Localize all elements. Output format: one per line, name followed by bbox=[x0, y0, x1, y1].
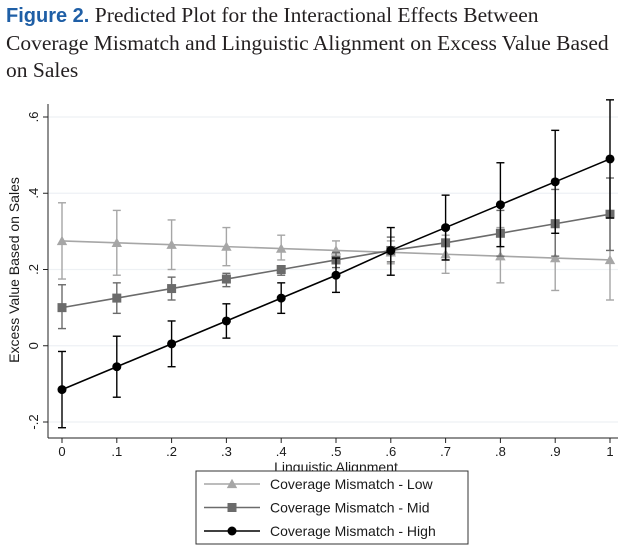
data-point bbox=[57, 303, 67, 313]
x-tick-label: .6 bbox=[385, 444, 396, 459]
data-point bbox=[57, 385, 67, 395]
legend-label: Coverage Mismatch - Mid bbox=[270, 500, 430, 516]
x-tick-label: 0 bbox=[58, 444, 65, 459]
y-tick-label: .2 bbox=[26, 264, 41, 275]
y-tick-label: -.2 bbox=[26, 414, 41, 429]
data-point bbox=[112, 362, 122, 372]
legend-marker bbox=[227, 503, 237, 512]
data-point bbox=[276, 243, 287, 253]
data-point bbox=[605, 154, 615, 164]
data-point bbox=[167, 284, 177, 294]
data-point bbox=[276, 293, 286, 303]
data-point bbox=[221, 316, 231, 326]
data-point bbox=[111, 237, 122, 247]
x-tick-label: .7 bbox=[440, 444, 451, 459]
data-point bbox=[221, 274, 231, 284]
legend-label: Coverage Mismatch - Low bbox=[270, 476, 434, 492]
x-tick-label: .9 bbox=[550, 444, 561, 459]
legend-label: Coverage Mismatch - High bbox=[270, 523, 436, 539]
data-point bbox=[112, 293, 122, 303]
y-axis-label: Excess Value Based on Sales bbox=[6, 177, 22, 363]
legend: Coverage Mismatch - Low Coverage Mismatch… bbox=[195, 470, 469, 545]
x-tick-label: .3 bbox=[221, 444, 232, 459]
x-tick-label: .5 bbox=[331, 444, 342, 459]
x-tick-label: .1 bbox=[111, 444, 122, 459]
figure-caption: Figure 2. Predicted Plot for the Interac… bbox=[6, 2, 618, 84]
data-point bbox=[604, 254, 616, 265]
x-tick-label: .8 bbox=[495, 444, 506, 459]
legend-marker bbox=[226, 478, 238, 489]
data-point bbox=[221, 241, 232, 251]
data-point bbox=[56, 235, 68, 246]
figure-label: Figure 2. bbox=[6, 5, 90, 27]
data-point bbox=[386, 245, 396, 255]
data-point bbox=[167, 339, 177, 349]
legend-marker bbox=[227, 526, 237, 536]
x-tick-label: 1 bbox=[606, 444, 613, 459]
data-point bbox=[550, 252, 561, 263]
y-tick-label: 0 bbox=[26, 342, 41, 349]
figure-caption-text: Predicted Plot for the Interactional Eff… bbox=[6, 3, 609, 82]
grid-lines bbox=[48, 116, 618, 423]
data-point bbox=[495, 200, 505, 210]
x-tick-label: .4 bbox=[276, 444, 287, 459]
series-high bbox=[57, 99, 615, 429]
data-point bbox=[331, 270, 341, 280]
data-point bbox=[276, 265, 286, 274]
axes: -.2 0 .2 .4 .6 0 .1 .2 .3 .4 .5 .6 .7 .8 .9 1 bbox=[26, 104, 618, 459]
x-tick-label: .2 bbox=[166, 444, 177, 459]
series-mid bbox=[57, 177, 615, 330]
data-point bbox=[550, 177, 560, 187]
data-point bbox=[441, 223, 451, 233]
data-point bbox=[166, 239, 177, 249]
y-tick-label: .6 bbox=[26, 112, 41, 123]
y-tick-label: .4 bbox=[26, 188, 41, 199]
series-layer bbox=[56, 99, 616, 429]
